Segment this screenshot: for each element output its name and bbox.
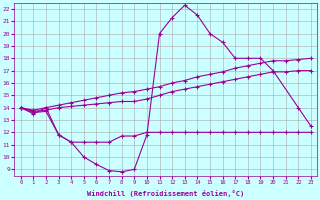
X-axis label: Windchill (Refroidissement éolien,°C): Windchill (Refroidissement éolien,°C) (87, 190, 244, 197)
